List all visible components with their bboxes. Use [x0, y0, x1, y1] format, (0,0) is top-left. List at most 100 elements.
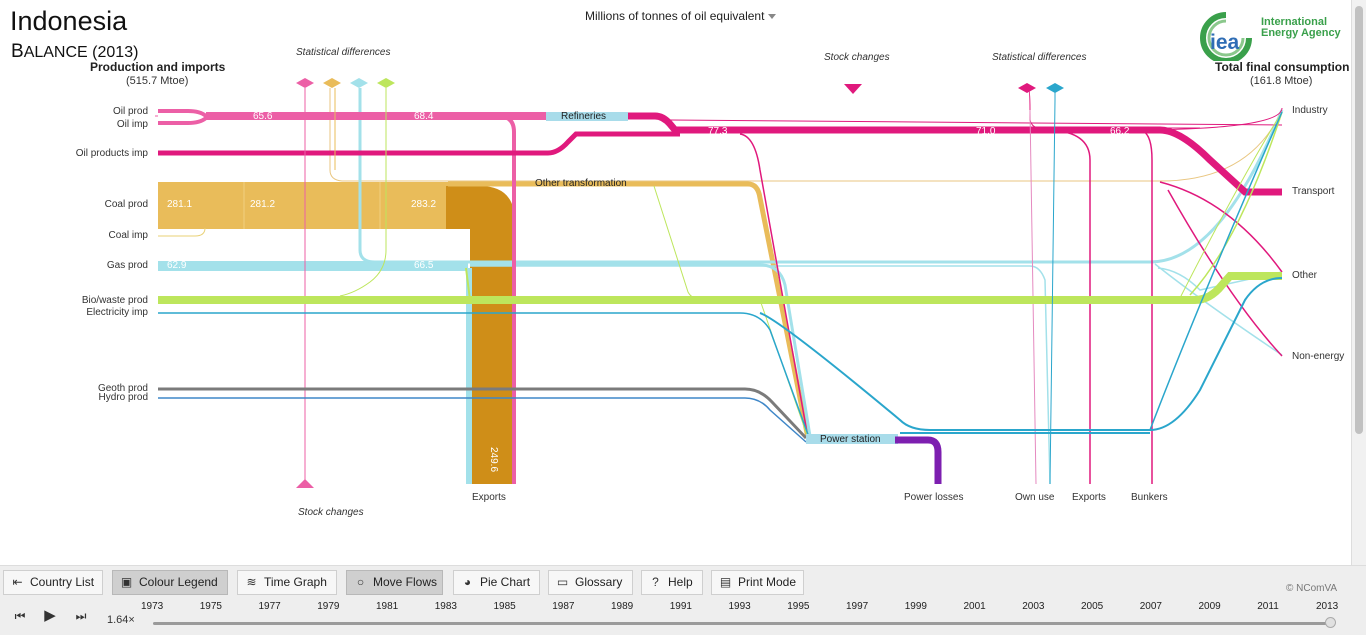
question-icon: ? [652, 575, 659, 589]
source-oil-products-imp[interactable]: Oil products imp [75, 148, 148, 159]
step-forward-icon[interactable]: ⏭ [75, 609, 87, 623]
timeline-year[interactable]: 2013 [1316, 601, 1339, 612]
country-list-button[interactable]: ⇤ Country List [3, 570, 103, 595]
source-geoth-prod[interactable]: Geoth prod [97, 383, 148, 394]
hydro-prod-flow[interactable] [158, 397, 807, 443]
timeline-year[interactable]: 1983 [434, 601, 457, 612]
timeline-year[interactable]: 1993 [728, 601, 751, 612]
source-coal-imp[interactable]: Coal imp [108, 230, 148, 241]
timeline-year[interactable]: 1995 [787, 601, 810, 612]
value-gas-a: 62.9 [167, 260, 187, 271]
timeline-knob[interactable] [1325, 617, 1336, 628]
logo-line2: Energy Agency [1261, 27, 1341, 39]
time-graph-button[interactable]: ≋ Time Graph [237, 570, 337, 595]
timeline-year[interactable]: 2001 [963, 601, 986, 612]
power-losses-flow[interactable] [895, 436, 942, 484]
timeline-year[interactable]: 1975 [199, 601, 222, 612]
move-flows-icon: ○ [356, 575, 365, 589]
stat-diff-right-oil-marker[interactable] [1018, 83, 1036, 93]
energy-flow-diagram [155, 78, 1284, 488]
iea-logo-text: International Energy Agency [1261, 17, 1341, 39]
balance-year: (2013) [92, 44, 139, 61]
timeline-year[interactable]: 1979 [317, 601, 340, 612]
step-back-icon[interactable]: ⏮ [14, 609, 26, 623]
power-station-node[interactable] [806, 434, 898, 444]
country-title: Indonesia [10, 6, 128, 36]
source-oil-prod[interactable]: Oil prod [112, 106, 148, 117]
sink-transport[interactable]: Transport [1292, 186, 1335, 197]
coal-imp-flow[interactable] [158, 227, 206, 237]
timeline-year[interactable]: 1981 [376, 601, 399, 612]
output-bunkers[interactable]: Bunkers [1131, 492, 1168, 503]
stat-diff-bio-marker[interactable] [377, 78, 395, 88]
left-header-title: Production and imports [90, 60, 226, 74]
colour-legend-button[interactable]: ▣ Colour Legend [112, 570, 228, 595]
source-bio-waste-prod[interactable]: Bio/waste prod [81, 295, 148, 306]
source-hydro-prod[interactable]: Hydro prod [98, 392, 148, 403]
timeline-year[interactable]: 1977 [258, 601, 281, 612]
oil-products-imp-flow[interactable] [158, 131, 680, 156]
output-power-losses[interactable]: Power losses [904, 492, 964, 503]
sink-industry[interactable]: Industry [1292, 105, 1328, 116]
coal-export-flow[interactable] [446, 186, 515, 484]
value-gas-b: 66.5 [414, 260, 434, 271]
stat-diff-gas-marker[interactable] [350, 78, 368, 88]
electricity-imp-flow[interactable] [158, 312, 811, 441]
coal-prod-flow[interactable] [158, 182, 448, 229]
units-dropdown[interactable]: Millions of tonnes of oil equivalent [585, 9, 777, 23]
bio-waste-prod-flow[interactable] [158, 272, 1282, 304]
output-exports-right[interactable]: Exports [1072, 492, 1106, 503]
time-graph-label: Time Graph [264, 575, 327, 589]
stat-diff-right-elec-marker[interactable] [1046, 83, 1064, 93]
gas-prod-flow[interactable] [158, 261, 468, 271]
playback-speed[interactable]: 1.64× [107, 614, 135, 626]
logo-line1: International [1261, 16, 1328, 28]
output-own-use[interactable]: Own use [1015, 492, 1055, 503]
source-oil-imp[interactable]: Oil imp [116, 119, 148, 130]
units-label: Millions of tonnes of oil equivalent [585, 9, 765, 23]
output-exports-left[interactable]: Exports [472, 492, 506, 503]
logo-mark: iea [1210, 31, 1240, 54]
timeline-year[interactable]: 1985 [493, 601, 516, 612]
help-button[interactable]: ? Help [641, 570, 703, 595]
geoth-prod-flow[interactable] [158, 387, 808, 440]
timeline-track[interactable] [153, 622, 1333, 625]
refineries-node[interactable] [546, 112, 628, 121]
move-flows-button[interactable]: ○ Move Flows [346, 570, 443, 595]
coal-other-transformation-flow[interactable] [448, 181, 811, 439]
right-header-total: (161.8 Mtoe) [1250, 75, 1313, 87]
timeline-year[interactable]: 2011 [1257, 601, 1279, 612]
stat-diff-oil-marker[interactable] [296, 78, 314, 88]
stat-diff-right-label: Statistical differences [992, 52, 1087, 63]
power-station-label: Power station [820, 434, 881, 445]
stock-changes-top-marker[interactable] [844, 84, 862, 94]
timeline-year[interactable]: 1987 [552, 601, 575, 612]
pie-chart-button[interactable]: ◕ Pie Chart [453, 570, 540, 595]
timeline-year[interactable]: 2005 [1081, 601, 1104, 612]
timeline-year[interactable]: 1989 [611, 601, 634, 612]
sink-other[interactable]: Other [1292, 270, 1318, 281]
balance-rest: ALANCE [23, 44, 88, 61]
source-coal-prod[interactable]: Coal prod [104, 199, 148, 210]
timeline-year[interactable]: 2007 [1139, 601, 1162, 612]
source-gas-prod[interactable]: Gas prod [106, 260, 148, 271]
timeline-year[interactable]: 2009 [1198, 601, 1221, 612]
value-coal-c: 283.2 [411, 199, 437, 210]
play-icon[interactable]: ▶ [44, 607, 56, 624]
glossary-button[interactable]: ▭ Glossary [548, 570, 633, 595]
source-electricity-imp[interactable]: Electricity imp [86, 307, 148, 318]
print-mode-button[interactable]: ▤ Print Mode [711, 570, 804, 595]
timeline-year[interactable]: 1991 [669, 601, 692, 612]
stat-diff-coal-marker[interactable] [323, 78, 341, 88]
value-oil-b: 68.4 [414, 111, 434, 122]
left-header-total: (515.7 Mtoe) [126, 75, 189, 87]
stock-changes-bottom-marker[interactable] [296, 479, 314, 488]
timeline-year[interactable]: 2003 [1022, 601, 1045, 612]
vertical-scrollbar[interactable] [1351, 0, 1366, 565]
scrollbar-thumb[interactable] [1355, 6, 1363, 434]
timeline-year[interactable]: 1997 [846, 601, 869, 612]
timeline-year[interactable]: 1999 [904, 601, 927, 612]
timeline-year[interactable]: 1973 [141, 601, 164, 612]
sink-non-energy[interactable]: Non-energy [1292, 351, 1345, 362]
